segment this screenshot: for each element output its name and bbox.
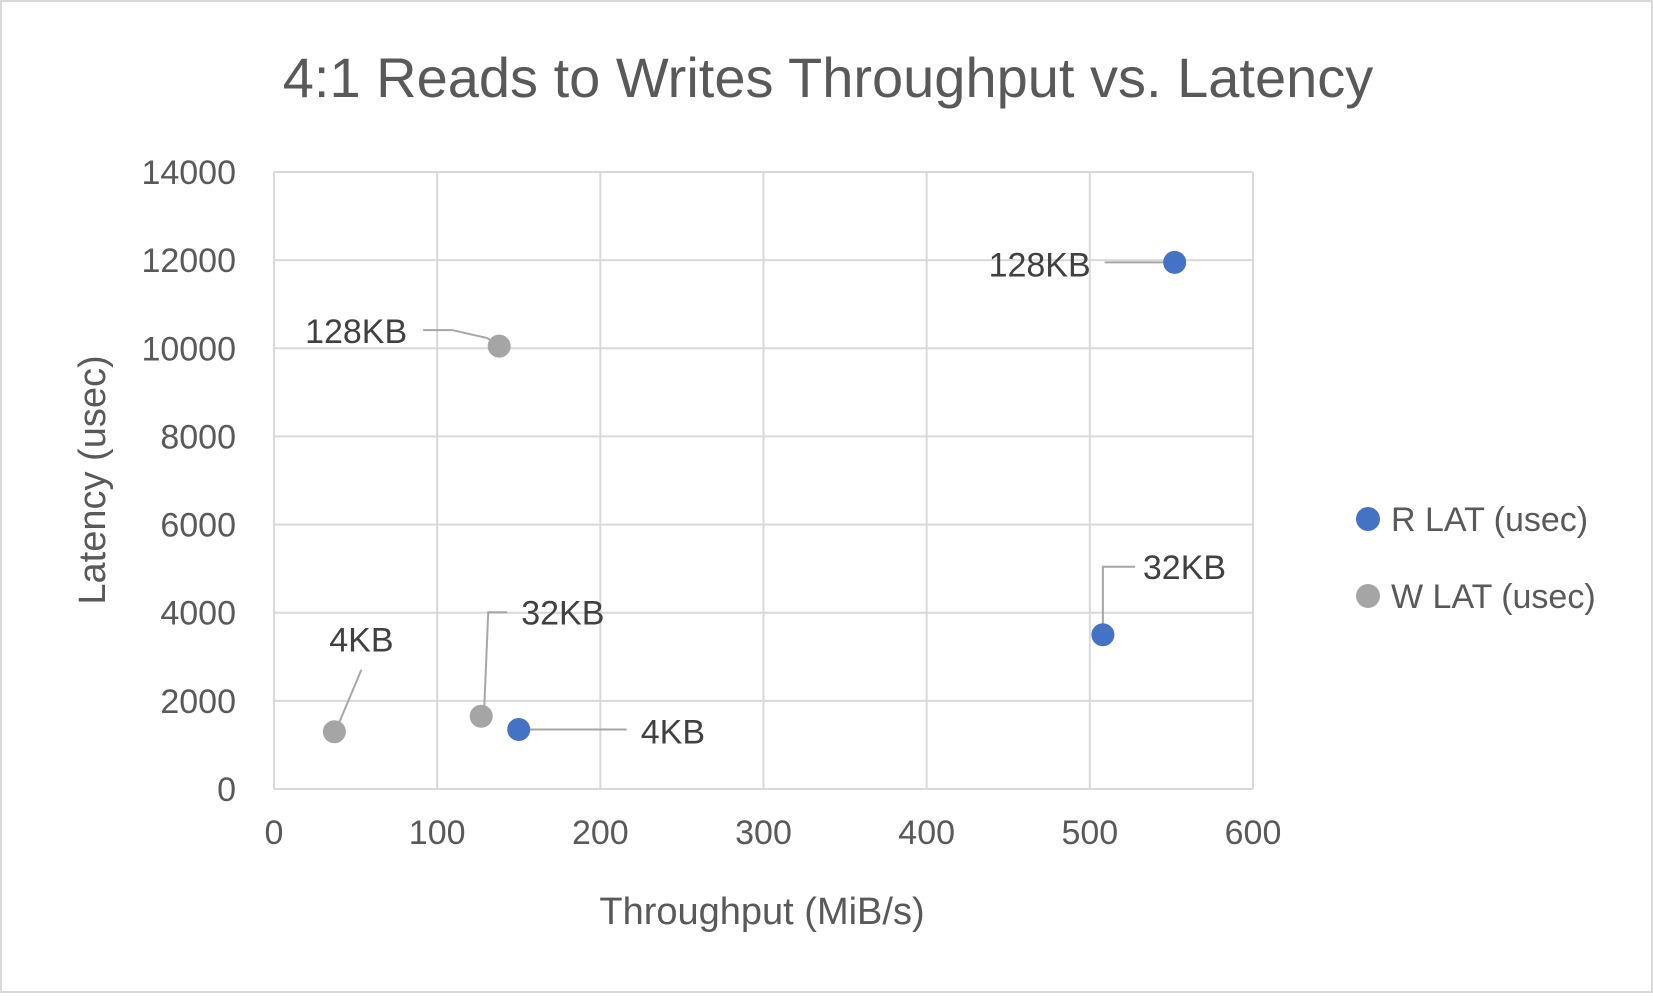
x-tick-label: 500 bbox=[1061, 814, 1118, 852]
legend-label: R LAT (usec) bbox=[1391, 501, 1588, 539]
data-point bbox=[469, 704, 493, 728]
x-tick-label: 100 bbox=[409, 814, 466, 852]
legend-marker bbox=[1356, 584, 1380, 608]
axes: 0 2000 4000 6000 8000 10000 12000 14000 0 100 200 3… bbox=[141, 154, 1281, 852]
y-tick-label: 4000 bbox=[160, 595, 236, 633]
legend-label: W LAT (usec) bbox=[1391, 578, 1596, 616]
x-tick-label: 300 bbox=[735, 814, 792, 852]
data-label: 128KB bbox=[989, 246, 1091, 284]
data-point bbox=[1091, 623, 1115, 647]
y-tick-label: 8000 bbox=[160, 418, 236, 456]
y-tick-label: 12000 bbox=[141, 242, 236, 280]
y-tick-label: 2000 bbox=[160, 683, 236, 721]
y-axis-title: Latency (usec) bbox=[72, 355, 114, 604]
y-tick-label: 6000 bbox=[160, 507, 236, 545]
y-tick-label: 14000 bbox=[141, 154, 236, 192]
chart-title: 4:1 Reads to Writes Throughput vs. Laten… bbox=[283, 46, 1374, 109]
x-tick-label: 200 bbox=[572, 814, 629, 852]
data-points bbox=[322, 250, 1187, 744]
x-tick-label: 0 bbox=[265, 814, 284, 852]
data-point bbox=[1163, 250, 1187, 274]
data-point bbox=[487, 334, 511, 358]
legend: R LAT (usec) W LAT (usec) bbox=[1356, 501, 1596, 616]
data-label: 32KB bbox=[521, 594, 604, 632]
data-labels: 4KB 32KB 128KB 4KB 32KB 128KB bbox=[305, 246, 1226, 751]
data-label-leader-line bbox=[423, 329, 500, 347]
data-label: 128KB bbox=[305, 313, 407, 351]
y-tick-label: 10000 bbox=[141, 330, 236, 368]
data-point bbox=[322, 720, 346, 744]
x-axis-title: Throughput (MiB/s) bbox=[599, 891, 924, 933]
x-tick-label: 400 bbox=[898, 814, 955, 852]
data-label: 32KB bbox=[1143, 549, 1226, 587]
data-point bbox=[507, 718, 531, 742]
legend-marker bbox=[1356, 507, 1380, 531]
x-tick-label: 600 bbox=[1225, 814, 1282, 852]
data-label: 4KB bbox=[641, 714, 705, 752]
y-tick-label: 0 bbox=[217, 771, 236, 809]
grid bbox=[273, 171, 1254, 790]
data-label-leaders bbox=[333, 261, 1175, 733]
data-label: 4KB bbox=[329, 622, 393, 660]
